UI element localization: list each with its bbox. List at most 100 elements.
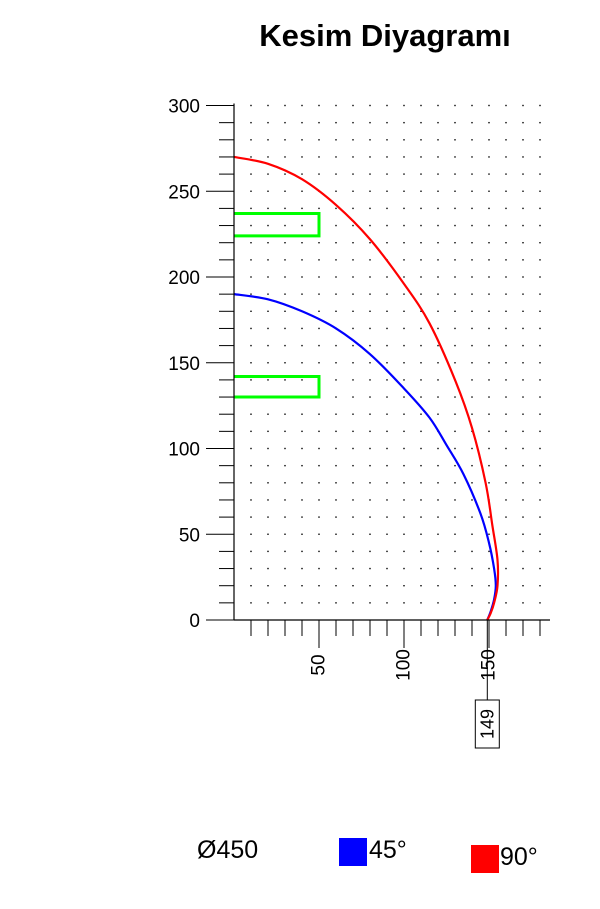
grid-dot	[369, 224, 371, 227]
grid-dot	[335, 293, 337, 295]
grid-dot	[539, 173, 541, 175]
grid-dot	[369, 156, 371, 158]
grid-dot	[488, 464, 490, 467]
grid-dot	[352, 602, 354, 604]
y-tick-label: 50	[179, 525, 200, 546]
grid-dot	[352, 310, 354, 312]
grid-dot	[403, 585, 405, 587]
grid-dot	[420, 310, 422, 312]
grid-dot	[488, 242, 490, 244]
grid-dot	[522, 173, 524, 175]
grid-dot	[369, 139, 371, 141]
grid-dot	[403, 139, 405, 141]
grid-dot	[505, 327, 507, 330]
grid-dot	[403, 293, 405, 295]
grid-dot	[539, 499, 541, 501]
grid-dot	[369, 190, 371, 192]
grid-dot	[267, 293, 269, 295]
grid-dot	[420, 173, 422, 175]
grid-dot	[505, 602, 507, 604]
grid-dot	[386, 362, 388, 364]
grid-dot	[522, 447, 524, 450]
grid-dot	[488, 139, 490, 141]
grid-dot	[301, 447, 303, 450]
grid-dot	[284, 104, 286, 107]
grid-dot	[505, 379, 507, 381]
grid-dot	[471, 464, 473, 467]
y-tick-label: 0	[189, 611, 200, 632]
grid-dot	[386, 585, 388, 587]
grid-dot	[301, 482, 303, 484]
grid-dot	[454, 516, 456, 518]
grid-dot	[471, 482, 473, 484]
grid-dot	[454, 362, 456, 364]
grid-dot	[437, 362, 439, 364]
grid-dot	[403, 516, 405, 518]
grid-dot	[437, 293, 439, 295]
grid-dot	[386, 310, 388, 312]
grid-dot	[522, 550, 524, 553]
grid-dot	[301, 585, 303, 587]
grid-dot	[420, 139, 422, 141]
grid-dot	[488, 482, 490, 484]
grid-dot	[505, 447, 507, 450]
grid-dot	[420, 396, 422, 398]
grid-dot	[488, 567, 490, 570]
grid-dot	[522, 344, 524, 347]
grid-dot	[386, 293, 388, 295]
grid-dot	[352, 139, 354, 141]
grid-dot	[471, 567, 473, 570]
grid-dot	[318, 121, 320, 124]
grid-dot	[318, 550, 320, 553]
grid-dot	[301, 293, 303, 295]
grid-dot	[437, 482, 439, 484]
grid-dot	[437, 207, 439, 210]
grid-dot	[471, 224, 473, 227]
grid-dot	[352, 447, 354, 450]
grid-dot	[369, 242, 371, 244]
grid-dot	[420, 447, 422, 450]
grid-dot	[369, 499, 371, 501]
grid-dot	[488, 327, 490, 330]
grid-dot	[352, 121, 354, 124]
grid-dot	[420, 430, 422, 433]
grid-dot	[437, 379, 439, 381]
grid-dot	[488, 379, 490, 381]
grid-dot	[267, 379, 269, 381]
grid-dot	[352, 259, 354, 261]
grid-dot	[369, 362, 371, 364]
grid-dot	[505, 482, 507, 484]
grid-dot	[318, 344, 320, 347]
grid-dot	[318, 173, 320, 175]
grid-dot	[352, 362, 354, 364]
grid-dot	[437, 413, 439, 415]
grid-dot	[301, 207, 303, 210]
grid-dot	[386, 602, 388, 604]
grid-dot	[335, 344, 337, 347]
grid-dot	[284, 139, 286, 141]
grid-dot	[488, 550, 490, 553]
grid-dot	[522, 602, 524, 604]
grid-dot	[267, 190, 269, 192]
grid-dot	[284, 310, 286, 312]
grid-dot	[522, 139, 524, 141]
grid-dot	[267, 121, 269, 124]
grid-dot	[454, 259, 456, 261]
grid-dot	[369, 344, 371, 347]
grid-dot	[403, 224, 405, 227]
grid-dot	[301, 533, 303, 535]
grid-dot	[437, 156, 439, 158]
grid-dot	[301, 224, 303, 227]
grid-dot	[369, 259, 371, 261]
grid-dot	[267, 242, 269, 244]
grid-dot	[420, 499, 422, 501]
grid-dot	[420, 242, 422, 244]
grid-dot	[539, 276, 541, 278]
grid-dot	[539, 310, 541, 312]
grid-dot	[250, 362, 252, 364]
grid-dot	[386, 550, 388, 553]
grid-dot	[471, 447, 473, 450]
grid-dot	[318, 516, 320, 518]
grid-dot	[471, 276, 473, 278]
